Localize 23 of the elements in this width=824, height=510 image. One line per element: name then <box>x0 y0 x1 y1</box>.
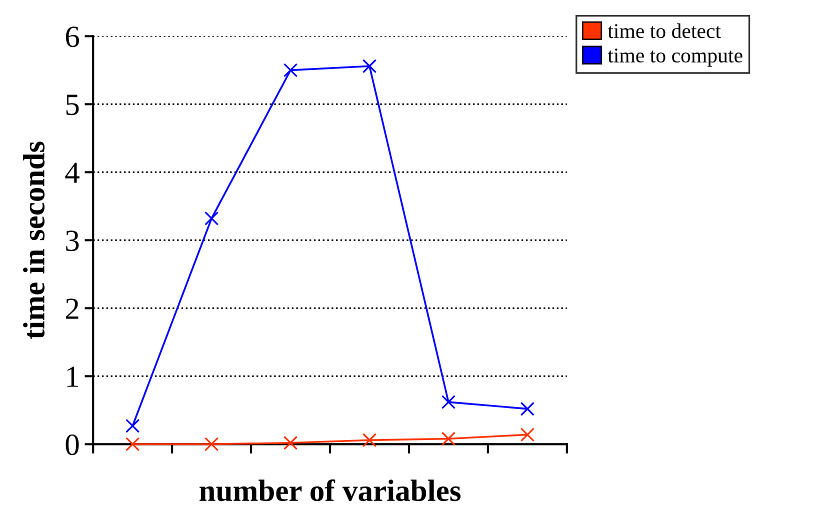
point <box>283 63 298 78</box>
y-tick-label: 5 <box>66 94 79 116</box>
x-axis-title: number of variables <box>200 479 461 502</box>
point <box>520 428 535 442</box>
y-tick-label: 0 <box>66 434 79 456</box>
legend-label: time to detect <box>608 23 721 38</box>
point <box>441 432 456 446</box>
legend-label: time to compute <box>608 48 742 67</box>
y-tick-label: 2 <box>66 298 78 319</box>
y-tick-label: 3 <box>66 230 79 252</box>
point <box>126 418 140 433</box>
point <box>441 394 456 410</box>
y-tick-label: 6 <box>66 26 80 48</box>
point <box>283 436 298 450</box>
y-tick-label: 4 <box>65 162 80 183</box>
point <box>126 437 140 452</box>
y-axis-title: time in seconds <box>23 142 45 340</box>
point <box>204 211 219 226</box>
point <box>520 402 535 416</box>
point <box>362 433 377 448</box>
y-tick-label: 1 <box>67 366 78 387</box>
point <box>204 437 219 452</box>
point <box>362 59 377 74</box>
